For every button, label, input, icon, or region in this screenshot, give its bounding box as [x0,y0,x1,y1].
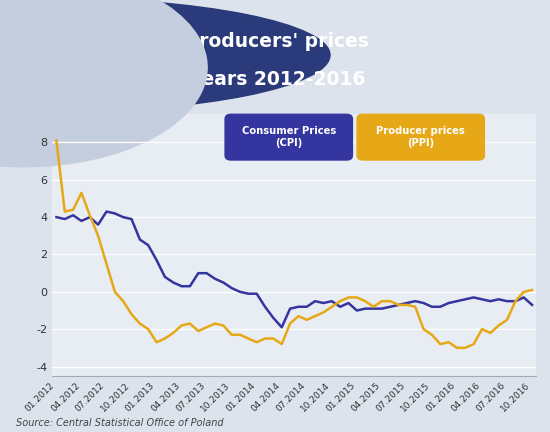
Text: in Poland in the years 2012-2016: in Poland in the years 2012-2016 [16,70,366,89]
Circle shape [0,0,207,167]
FancyBboxPatch shape [356,114,485,161]
Text: Source: Central Statistical Office of Poland: Source: Central Statistical Office of Po… [16,417,224,428]
FancyBboxPatch shape [224,114,353,161]
Text: Consumers and producers' prices: Consumers and producers' prices [16,32,370,51]
Text: Consumer Prices
(CPI): Consumer Prices (CPI) [241,126,336,148]
Circle shape [0,0,330,112]
Text: Producer prices
(PPI): Producer prices (PPI) [376,126,465,148]
